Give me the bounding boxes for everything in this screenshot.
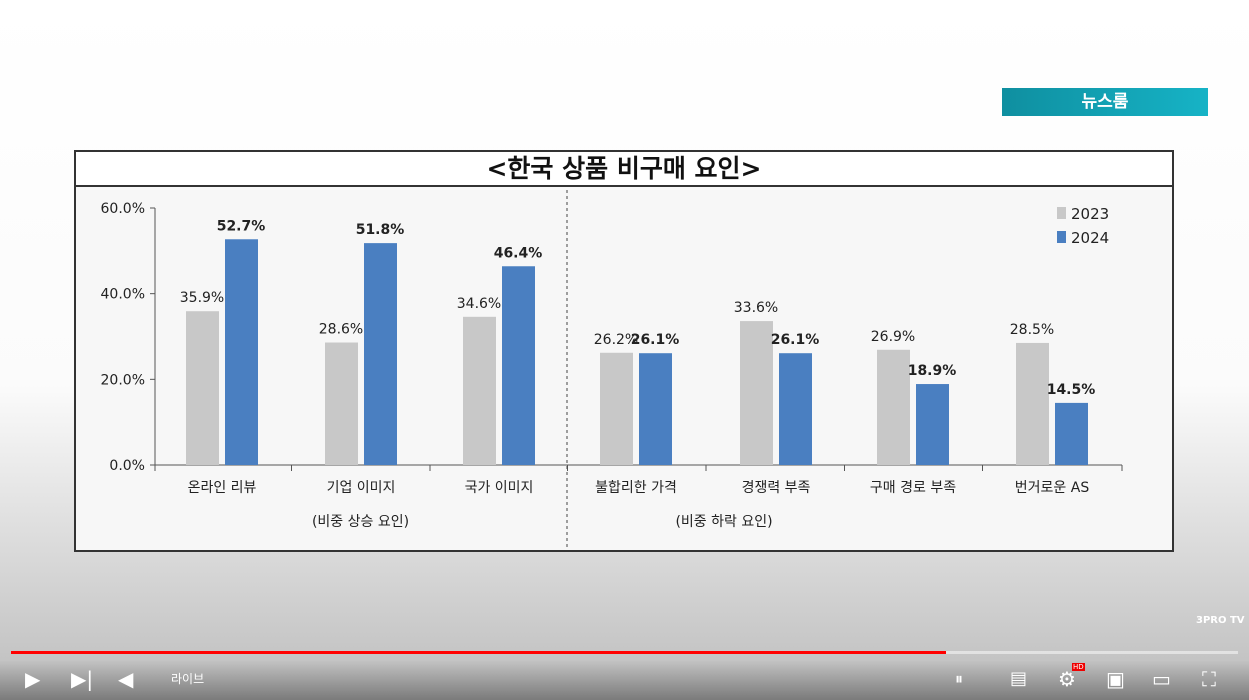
group-label: (비중 상승 요인): [312, 514, 409, 530]
bar-2023: [463, 316, 496, 465]
player-controls: ▶ ▶| ◀ 라이브 ⏸ ▤ ⚙ HD ▣ ▭ ⛶: [0, 660, 1249, 700]
bar-2023: [600, 352, 633, 465]
miniplayer-icon[interactable]: ▣: [1106, 667, 1125, 691]
data-label: 14.5%: [1047, 382, 1096, 398]
bar-2024: [1055, 402, 1088, 465]
y-tick-label: 20.0%: [101, 372, 145, 388]
play-icon[interactable]: ▶: [25, 667, 41, 691]
data-label: 33.6%: [734, 300, 778, 316]
legend-label: 2023: [1071, 205, 1109, 223]
bar-2024: [225, 239, 258, 465]
category-label: 경쟁력 부족: [742, 480, 811, 496]
fullscreen-icon[interactable]: ⛶: [1202, 667, 1216, 691]
data-label: 26.1%: [631, 332, 680, 348]
y-tick-label: 60.0%: [101, 201, 145, 217]
bar-2024: [639, 353, 672, 465]
data-label: 34.6%: [457, 296, 501, 312]
data-label: 28.6%: [319, 321, 363, 337]
autoplay-toggle-icon[interactable]: ⏸: [955, 669, 964, 688]
newsroom-badge: 뉴스룸: [1002, 88, 1208, 116]
group-label: (비중 하락 요인): [675, 514, 772, 530]
bar-2024: [779, 353, 812, 465]
category-label: 기업 이미지: [327, 480, 396, 496]
category-label: 번거로운 AS: [1015, 480, 1090, 496]
channel-watermark: 3PRO TV: [1196, 615, 1245, 626]
hd-badge: HD: [1072, 663, 1085, 671]
category-label: 불합리한 가격: [595, 480, 677, 496]
bar-2023: [325, 342, 358, 465]
bar-2024: [502, 266, 535, 465]
data-label: 26.9%: [871, 329, 915, 345]
next-icon[interactable]: ▶|: [71, 667, 94, 691]
theater-icon[interactable]: ▭: [1152, 667, 1171, 691]
progress-fill: [11, 651, 946, 654]
category-label: 구매 경로 부족: [870, 480, 956, 496]
legend-swatch: [1057, 231, 1066, 243]
legend-swatch: [1057, 207, 1066, 219]
data-label: 52.7%: [217, 218, 266, 234]
progress-bar[interactable]: [11, 651, 1238, 654]
bar-2023: [1016, 342, 1049, 465]
volume-icon[interactable]: ◀: [118, 667, 134, 691]
data-label: 28.5%: [1010, 322, 1054, 338]
bar-2023: [740, 321, 773, 465]
category-label: 온라인 리뷰: [188, 480, 257, 496]
data-label: 46.4%: [494, 245, 543, 261]
category-label: 국가 이미지: [465, 480, 534, 496]
bar-2023: [877, 349, 910, 465]
bar-2024: [916, 384, 949, 465]
live-label: 라이브: [171, 672, 205, 686]
subtitles-icon[interactable]: ▤: [1010, 668, 1028, 689]
data-label: 26.2%: [594, 332, 638, 348]
settings-icon[interactable]: ⚙ HD: [1058, 663, 1085, 691]
data-label: 26.1%: [771, 332, 820, 348]
data-label: 35.9%: [180, 290, 224, 306]
bar-2023: [186, 311, 219, 465]
data-label: 51.8%: [356, 222, 405, 238]
y-tick-label: 0.0%: [109, 458, 145, 474]
chart-title: <한국 상품 비구매 요인>: [76, 152, 1172, 187]
legend-label: 2024: [1071, 229, 1109, 247]
y-tick-label: 40.0%: [101, 287, 145, 303]
data-label: 18.9%: [908, 363, 957, 379]
bar-2024: [364, 243, 397, 465]
